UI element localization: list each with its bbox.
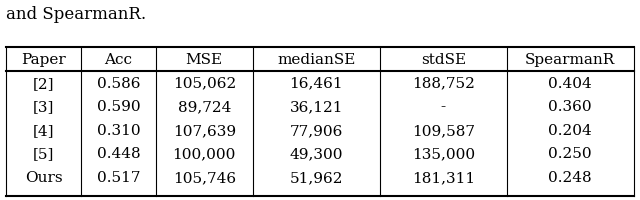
Text: 0.448: 0.448	[97, 147, 140, 161]
Text: 107,639: 107,639	[173, 123, 236, 137]
Text: stdSE: stdSE	[420, 53, 466, 67]
Text: 105,062: 105,062	[173, 76, 236, 90]
Text: [2]: [2]	[33, 76, 54, 90]
Text: [4]: [4]	[33, 123, 54, 137]
Text: Ours: Ours	[25, 170, 63, 184]
Text: Acc: Acc	[104, 53, 132, 67]
Text: 135,000: 135,000	[412, 147, 475, 161]
Text: 188,752: 188,752	[412, 76, 475, 90]
Text: 89,724: 89,724	[177, 100, 231, 114]
Text: -: -	[440, 100, 446, 114]
Text: 0.248: 0.248	[548, 170, 592, 184]
Text: [5]: [5]	[33, 147, 54, 161]
Text: 0.586: 0.586	[97, 76, 140, 90]
Text: 0.250: 0.250	[548, 147, 592, 161]
Text: 109,587: 109,587	[412, 123, 475, 137]
Text: 0.360: 0.360	[548, 100, 592, 114]
Text: 49,300: 49,300	[289, 147, 343, 161]
Text: 0.590: 0.590	[97, 100, 140, 114]
Text: 0.517: 0.517	[97, 170, 140, 184]
Text: 0.204: 0.204	[548, 123, 592, 137]
Text: medianSE: medianSE	[277, 53, 355, 67]
Text: SpearmanR: SpearmanR	[525, 53, 615, 67]
Text: Paper: Paper	[21, 53, 66, 67]
Text: 51,962: 51,962	[289, 170, 343, 184]
Text: 77,906: 77,906	[289, 123, 343, 137]
Text: 100,000: 100,000	[173, 147, 236, 161]
Text: 0.404: 0.404	[548, 76, 592, 90]
Text: 105,746: 105,746	[173, 170, 236, 184]
Text: 0.310: 0.310	[97, 123, 140, 137]
Text: and SpearmanR.: and SpearmanR.	[6, 6, 147, 23]
Text: 36,121: 36,121	[289, 100, 343, 114]
Text: MSE: MSE	[186, 53, 223, 67]
Text: [3]: [3]	[33, 100, 54, 114]
Text: 181,311: 181,311	[412, 170, 475, 184]
Text: 16,461: 16,461	[289, 76, 343, 90]
